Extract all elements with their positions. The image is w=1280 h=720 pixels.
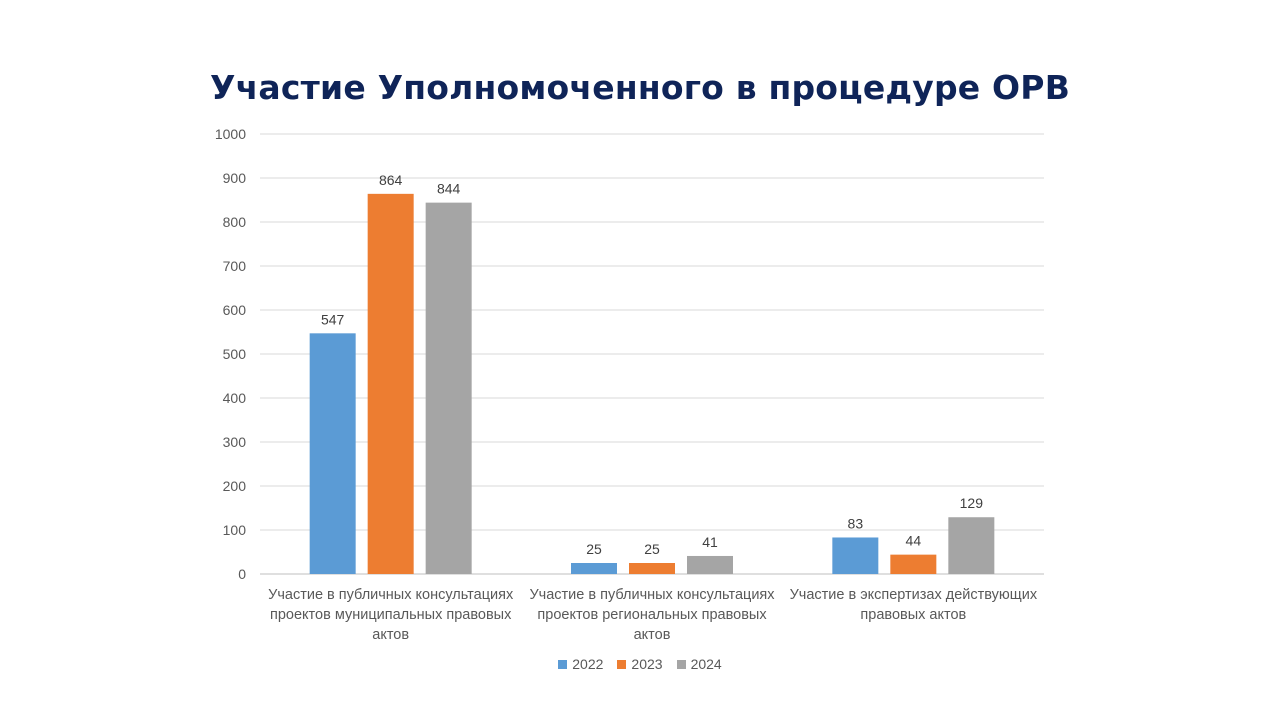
- data-label: 844: [437, 181, 461, 197]
- y-tick-label: 0: [238, 566, 246, 582]
- y-tick-label: 900: [223, 170, 247, 186]
- category-label: Участие в публичных консультациях проекто…: [268, 587, 514, 643]
- y-tick-label: 300: [223, 434, 247, 450]
- bar-2023-2: [629, 563, 675, 574]
- y-tick-label: 700: [223, 258, 247, 274]
- legend-item-2023: 2023: [617, 656, 663, 672]
- data-label: 44: [906, 533, 922, 549]
- bar-2022-2: [571, 563, 617, 574]
- chart-title: Участие Уполномоченного в процедуре ОРВ: [209, 68, 1071, 107]
- category-label: Участие в экспертизах действующих правовы…: [790, 587, 1038, 623]
- bar-2024-3: [948, 517, 995, 574]
- y-tick-label: 600: [223, 302, 247, 318]
- legend-item-2024: 2024: [676, 656, 722, 672]
- y-tick-label: 500: [223, 346, 247, 362]
- bars: [309, 193, 995, 574]
- y-tick-label: 100: [223, 522, 247, 538]
- legend: 2022 2023 2024: [0, 656, 1280, 672]
- data-labels: 547 25 83 864 25 44 844 41 129: [321, 172, 983, 557]
- data-label: 25: [586, 541, 602, 557]
- legend-item-2022: 2022: [558, 656, 603, 672]
- y-tick-label: 1000: [215, 126, 246, 142]
- legend-swatch: [676, 659, 686, 669]
- y-tick-label: 800: [223, 214, 247, 230]
- legend-label: 2024: [690, 656, 722, 672]
- bar-2022-1: [309, 333, 356, 574]
- legend-swatch: [617, 659, 627, 669]
- data-label: 83: [848, 515, 864, 531]
- data-label: 129: [960, 495, 984, 511]
- legend-label: 2023: [631, 656, 663, 672]
- y-tick-label: 400: [223, 390, 247, 406]
- bar-2023-1: [367, 193, 414, 574]
- y-tick-label: 200: [223, 478, 247, 494]
- data-label: 41: [702, 534, 718, 550]
- category-label: Участие в публичных консультациях проекто…: [529, 587, 775, 643]
- bar-2024-1: [425, 202, 472, 574]
- bar-2024-2: [687, 555, 733, 574]
- y-axis-ticks: 0 100 200 300 400 500 600 700 800 900 1000: [215, 126, 246, 582]
- x-axis-categories: Участие в публичных консультациях проекто…: [268, 587, 1038, 643]
- data-label: 25: [644, 541, 660, 557]
- legend-label: 2022: [572, 656, 604, 672]
- bar-2022-3: [832, 537, 879, 574]
- data-label: 864: [379, 172, 403, 188]
- data-label: 547: [321, 311, 345, 327]
- bar-2023-3: [890, 554, 937, 574]
- legend-swatch: [558, 659, 568, 669]
